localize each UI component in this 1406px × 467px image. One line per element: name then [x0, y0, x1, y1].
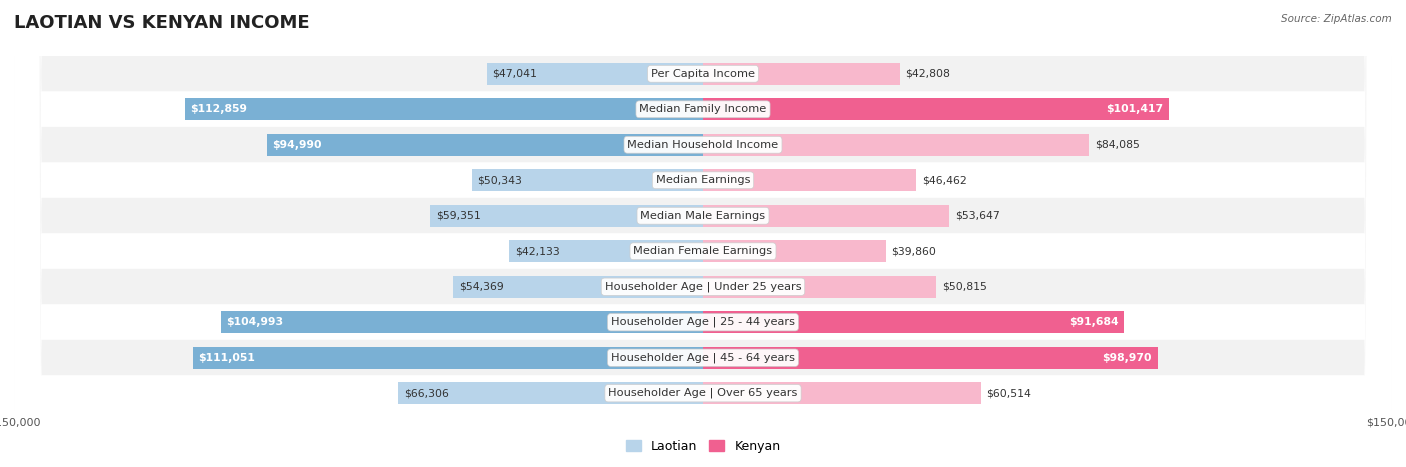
Bar	[486, 63, 703, 85]
Text: $47,041: $47,041	[492, 69, 537, 79]
Bar	[509, 240, 703, 262]
Bar	[703, 240, 886, 262]
FancyBboxPatch shape	[14, 0, 1392, 467]
Text: $84,085: $84,085	[1095, 140, 1140, 150]
Text: Median Earnings: Median Earnings	[655, 175, 751, 185]
Bar	[703, 63, 900, 85]
Bar	[472, 169, 703, 191]
Text: $50,815: $50,815	[942, 282, 987, 292]
Bar	[703, 382, 981, 404]
FancyBboxPatch shape	[14, 0, 1392, 467]
Text: $54,369: $54,369	[458, 282, 503, 292]
Bar	[703, 311, 1125, 333]
Text: Householder Age | Under 25 years: Householder Age | Under 25 years	[605, 282, 801, 292]
Text: Median Family Income: Median Family Income	[640, 104, 766, 114]
Text: LAOTIAN VS KENYAN INCOME: LAOTIAN VS KENYAN INCOME	[14, 14, 309, 32]
Text: $101,417: $101,417	[1107, 104, 1163, 114]
Text: Householder Age | 25 - 44 years: Householder Age | 25 - 44 years	[612, 317, 794, 327]
Text: Householder Age | Over 65 years: Householder Age | Over 65 years	[609, 388, 797, 398]
Bar	[184, 98, 703, 120]
Text: $39,860: $39,860	[891, 246, 936, 256]
Text: $111,051: $111,051	[198, 353, 256, 363]
FancyBboxPatch shape	[14, 0, 1392, 467]
Bar	[430, 205, 703, 227]
Bar	[453, 276, 703, 298]
Text: Householder Age | 45 - 64 years: Householder Age | 45 - 64 years	[612, 353, 794, 363]
Text: $112,859: $112,859	[190, 104, 247, 114]
Bar	[221, 311, 703, 333]
FancyBboxPatch shape	[14, 0, 1392, 467]
Bar	[703, 347, 1157, 369]
FancyBboxPatch shape	[14, 0, 1392, 467]
Text: Per Capita Income: Per Capita Income	[651, 69, 755, 79]
Bar	[193, 347, 703, 369]
FancyBboxPatch shape	[14, 0, 1392, 467]
Text: $104,993: $104,993	[226, 317, 284, 327]
Text: $42,808: $42,808	[905, 69, 950, 79]
Bar	[703, 98, 1168, 120]
Text: $59,351: $59,351	[436, 211, 481, 221]
FancyBboxPatch shape	[14, 0, 1392, 467]
Text: $53,647: $53,647	[955, 211, 1000, 221]
Text: Median Male Earnings: Median Male Earnings	[641, 211, 765, 221]
Text: $60,514: $60,514	[987, 388, 1032, 398]
Text: $50,343: $50,343	[477, 175, 522, 185]
Text: $42,133: $42,133	[515, 246, 560, 256]
FancyBboxPatch shape	[14, 0, 1392, 467]
Text: Median Household Income: Median Household Income	[627, 140, 779, 150]
Bar	[703, 205, 949, 227]
Text: $98,970: $98,970	[1102, 353, 1152, 363]
FancyBboxPatch shape	[14, 0, 1392, 467]
FancyBboxPatch shape	[14, 0, 1392, 467]
Text: $46,462: $46,462	[922, 175, 967, 185]
Legend: Laotian, Kenyan: Laotian, Kenyan	[620, 435, 786, 458]
Bar	[267, 134, 703, 156]
Bar	[703, 276, 936, 298]
Text: Source: ZipAtlas.com: Source: ZipAtlas.com	[1281, 14, 1392, 24]
Text: Median Female Earnings: Median Female Earnings	[634, 246, 772, 256]
Text: $94,990: $94,990	[273, 140, 322, 150]
Bar	[703, 134, 1090, 156]
Text: $91,684: $91,684	[1069, 317, 1119, 327]
Bar	[703, 169, 917, 191]
Bar	[398, 382, 703, 404]
Text: $66,306: $66,306	[404, 388, 449, 398]
